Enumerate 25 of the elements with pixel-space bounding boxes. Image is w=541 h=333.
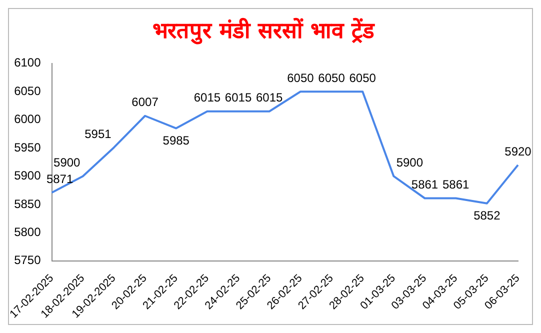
y-tick-label: 5800 xyxy=(14,224,42,239)
y-tick-label: 5850 xyxy=(14,196,42,211)
data-label: 5900 xyxy=(54,156,81,170)
y-tick-label: 5900 xyxy=(14,168,42,183)
data-label: 6050 xyxy=(318,70,346,85)
data-label: 6007 xyxy=(132,95,159,110)
data-label: 6015 xyxy=(194,90,221,105)
data-label: 5985 xyxy=(162,134,190,148)
data-label: 5861 xyxy=(411,178,438,192)
y-tick-label: 6100 xyxy=(14,56,42,70)
data-label: 6015 xyxy=(224,90,252,105)
data-label: 5900 xyxy=(396,156,424,170)
chart-title: भरतपुर मंडी सरसों भाव ट्रेंड xyxy=(152,16,376,45)
data-label: 6050 xyxy=(287,70,314,85)
data-label: 6050 xyxy=(349,70,376,85)
y-tick-label: 6000 xyxy=(14,112,42,126)
data-label: 5951 xyxy=(84,126,112,141)
data-label: 6015 xyxy=(256,90,284,105)
data-label: 5861 xyxy=(442,178,470,192)
y-tick-label: 5950 xyxy=(14,140,42,154)
y-tick-label: 5750 xyxy=(14,253,42,268)
y-tick-label: 6050 xyxy=(14,84,42,98)
data-label: 5852 xyxy=(474,208,501,223)
data-label: 5871 xyxy=(46,172,74,186)
data-label: 5920 xyxy=(504,144,532,158)
